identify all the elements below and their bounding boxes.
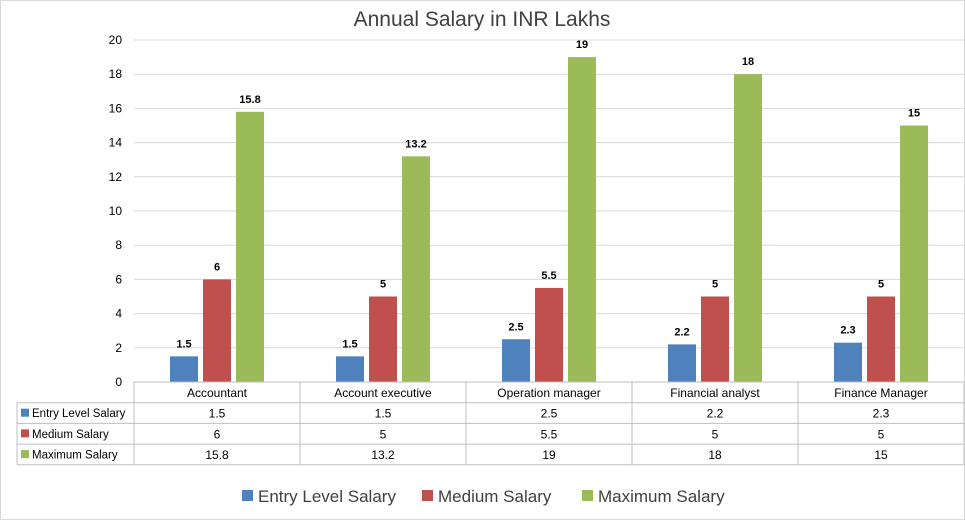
bar <box>336 356 364 382</box>
data-table: Accountant Account executive Operation man… <box>16 381 965 466</box>
y-tick-label: 10 <box>109 204 123 218</box>
data-label: 2.5 <box>508 321 523 333</box>
data-label: 5 <box>380 279 386 291</box>
data-label: 15 <box>908 108 920 120</box>
bar <box>203 279 231 382</box>
table-legend-key <box>21 408 29 417</box>
table-row-label: Maximum Salary <box>32 450 118 462</box>
y-tick-label: 2 <box>115 341 122 355</box>
legend-label: Entry Level Salary <box>258 487 396 506</box>
table-row-label: Entry Level Salary <box>32 408 126 420</box>
bar <box>900 125 928 382</box>
bar <box>668 344 696 382</box>
legend-label: Maximum Salary <box>598 487 725 506</box>
y-tick-label: 18 <box>109 67 123 81</box>
data-label: 19 <box>576 39 588 51</box>
bar <box>734 74 762 382</box>
data-label: 2.3 <box>840 325 855 337</box>
category-label: Account executive <box>334 386 432 400</box>
table-row-label: Medium Salary <box>32 429 109 441</box>
category-label: Operation manager <box>497 386 600 400</box>
bar <box>402 156 430 382</box>
y-tick-label: 12 <box>109 170 123 184</box>
y-tick-label: 14 <box>109 136 123 150</box>
table-cell: 1.5 <box>375 407 392 421</box>
table-cell: 5 <box>878 427 885 441</box>
table-legend-key <box>21 450 29 459</box>
table-cell: 5.5 <box>541 427 558 441</box>
y-tick-label: 4 <box>115 307 122 321</box>
bar <box>170 356 198 382</box>
table-cell: 15 <box>874 448 888 462</box>
bars: 1.5 1.5 2.5 2.2 2.3 6 5 5.5 5 5 15.8 13.2 19 18 15 <box>170 39 928 382</box>
table-cell: 2.2 <box>707 407 724 421</box>
chart-title: Annual Salary in INR Lakhs <box>354 8 611 31</box>
table-cell: 15.8 <box>205 448 229 462</box>
category-label: Accountant <box>187 386 248 400</box>
bar <box>369 296 397 382</box>
data-label: 1.5 <box>342 338 357 350</box>
y-tick-label: 8 <box>115 238 122 252</box>
data-label: 1.5 <box>176 338 191 350</box>
table-cell: 2.3 <box>873 407 890 421</box>
table-cell: 1.5 <box>209 407 226 421</box>
table-legend-key <box>21 429 29 438</box>
y-tick-label: 6 <box>115 272 122 286</box>
data-label: 18 <box>742 56 754 68</box>
data-label: 15.8 <box>239 94 260 106</box>
gridlines: 0 2 4 6 8 10 12 14 16 18 20 <box>109 33 964 389</box>
data-label: 6 <box>214 261 220 273</box>
legend-swatch <box>422 490 433 501</box>
bar <box>568 57 596 382</box>
data-label: 5 <box>878 279 884 291</box>
data-label: 2.2 <box>674 326 689 338</box>
table-cell: 6 <box>214 427 221 441</box>
bar <box>236 111 264 382</box>
y-tick-label: 20 <box>109 33 123 47</box>
y-tick-label: 0 <box>115 375 122 389</box>
bar <box>535 287 563 382</box>
table-cell: 19 <box>542 448 556 462</box>
bar <box>834 342 862 382</box>
table-cell: 5 <box>712 427 719 441</box>
table-cell: 2.5 <box>541 407 558 421</box>
table-cell: 18 <box>708 448 722 462</box>
category-label: Financial analyst <box>670 386 760 400</box>
category-label: Finance Manager <box>834 386 927 400</box>
legend-swatch <box>582 490 593 501</box>
data-label: 13.2 <box>405 138 426 150</box>
legend-label: Medium Salary <box>438 487 552 506</box>
bar <box>502 339 530 382</box>
legend: Entry Level Salary Medium Salary Maximum S… <box>242 487 725 506</box>
data-label: 5 <box>712 279 718 291</box>
y-tick-label: 16 <box>109 101 123 115</box>
legend-swatch <box>242 490 253 501</box>
bar <box>701 296 729 382</box>
table-cell: 13.2 <box>371 448 395 462</box>
table-cell: 5 <box>380 427 387 441</box>
bar <box>867 296 895 382</box>
data-label: 5.5 <box>541 270 556 282</box>
